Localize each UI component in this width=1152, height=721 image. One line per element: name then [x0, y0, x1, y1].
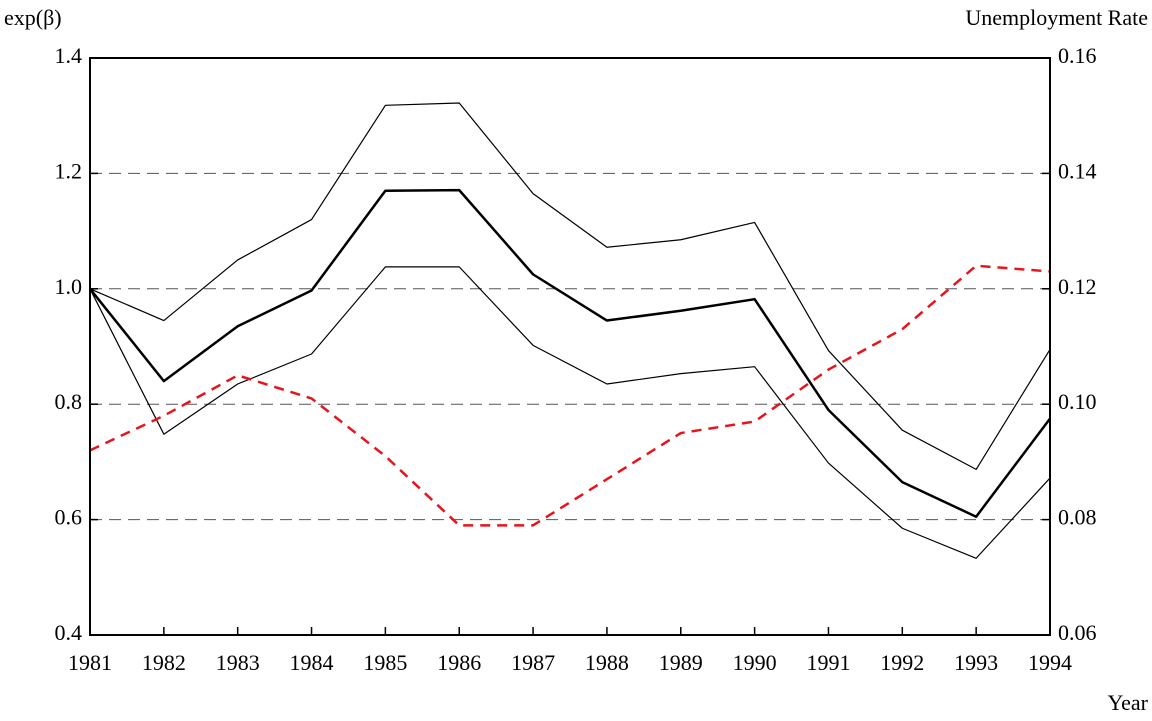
- x-axis-label: Year: [1107, 690, 1148, 715]
- y-tick-label: 1.4: [55, 43, 83, 68]
- y-tick-label: 0.4: [55, 620, 83, 645]
- y2-tick-label: 0.10: [1058, 389, 1097, 414]
- x-tick-label: 1982: [142, 650, 186, 675]
- x-tick-label: 1985: [363, 650, 407, 675]
- y-tick-label: 1.0: [55, 274, 83, 299]
- y-tick-label: 0.6: [55, 505, 83, 530]
- x-tick-label: 1984: [290, 650, 334, 675]
- x-tick-label: 1993: [954, 650, 998, 675]
- y2-tick-label: 0.14: [1058, 158, 1097, 183]
- data-line: [89, 266, 1051, 559]
- y2-axis-label: Unemployment Rate: [965, 5, 1148, 30]
- y2-tick-label: 0.12: [1058, 274, 1097, 299]
- x-tick-label: 1987: [511, 650, 555, 675]
- x-tick-label: 1989: [659, 650, 703, 675]
- x-tick-label: 1990: [733, 650, 777, 675]
- x-tick-label: 1991: [806, 650, 850, 675]
- y2-tick-label: 0.08: [1058, 505, 1097, 530]
- x-tick-label: 1994: [1028, 650, 1072, 675]
- y-tick-label: 1.2: [55, 158, 83, 183]
- y-tick-label: 0.8: [55, 389, 83, 414]
- data-line: [89, 188, 1051, 518]
- plot-frame: [89, 57, 1051, 636]
- data-line: [89, 264, 1051, 527]
- x-tick-label: 1988: [585, 650, 629, 675]
- x-tick-label: 1981: [68, 650, 112, 675]
- y-axis-label: exp(β): [4, 5, 62, 30]
- y2-tick-label: 0.16: [1058, 43, 1097, 68]
- x-tick-label: 1986: [437, 650, 481, 675]
- data-line: [89, 102, 1051, 471]
- y2-tick-label: 0.06: [1058, 620, 1097, 645]
- x-tick-label: 1992: [880, 650, 924, 675]
- x-tick-label: 1983: [216, 650, 260, 675]
